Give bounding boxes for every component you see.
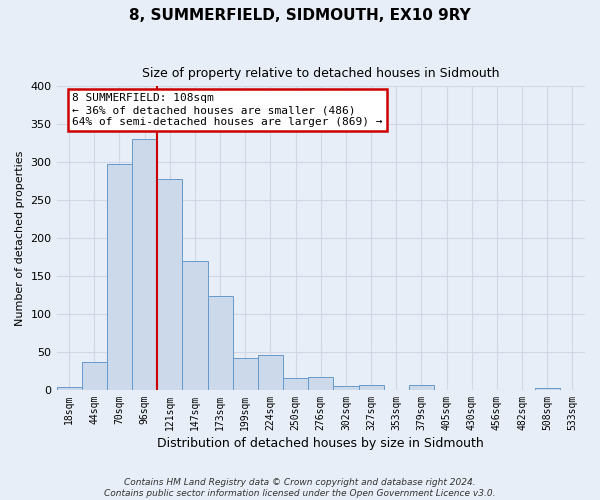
Bar [535,388,560,390]
Bar [82,362,107,390]
Text: Contains HM Land Registry data © Crown copyright and database right 2024.
Contai: Contains HM Land Registry data © Crown c… [104,478,496,498]
Bar [56,387,82,390]
Bar [208,296,233,390]
Bar [233,358,258,390]
Bar [132,139,157,390]
Bar [157,178,182,390]
Bar [107,164,132,390]
X-axis label: Distribution of detached houses by size in Sidmouth: Distribution of detached houses by size … [157,437,484,450]
Text: 8, SUMMERFIELD, SIDMOUTH, EX10 9RY: 8, SUMMERFIELD, SIDMOUTH, EX10 9RY [129,8,471,22]
Text: 8 SUMMERFIELD: 108sqm
← 36% of detached houses are smaller (486)
64% of semi-det: 8 SUMMERFIELD: 108sqm ← 36% of detached … [73,94,383,126]
Bar [258,355,283,390]
Bar [359,386,383,390]
Bar [308,377,334,390]
Bar [334,386,359,390]
Bar [182,262,208,390]
Bar [409,386,434,390]
Title: Size of property relative to detached houses in Sidmouth: Size of property relative to detached ho… [142,68,500,80]
Bar [283,378,308,390]
Y-axis label: Number of detached properties: Number of detached properties [15,150,25,326]
